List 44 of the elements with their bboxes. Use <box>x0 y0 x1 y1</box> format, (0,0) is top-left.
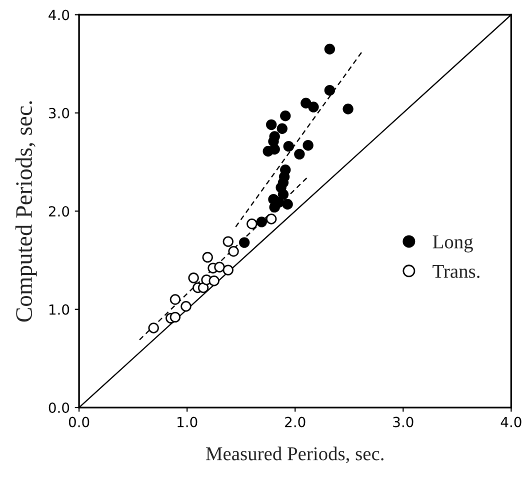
point <box>302 140 314 151</box>
legend-label: Trans. <box>432 265 480 278</box>
point <box>188 272 199 284</box>
point <box>170 312 181 323</box>
point <box>283 140 294 152</box>
point <box>342 104 354 114</box>
point <box>266 119 277 130</box>
point <box>266 214 277 224</box>
point <box>170 294 181 305</box>
point <box>280 110 291 122</box>
point <box>269 144 280 155</box>
x-tick-label: 0.0 <box>68 416 90 428</box>
y-axis-title: Computed Periods, sec. <box>15 101 37 322</box>
y-tick-label: 2.0 <box>48 206 70 217</box>
legend-label: Long <box>432 236 473 252</box>
point <box>246 218 258 230</box>
point <box>180 301 192 312</box>
point <box>256 216 267 228</box>
point <box>202 252 213 263</box>
point <box>278 189 289 200</box>
y-tick-label: 3.0 <box>48 108 70 118</box>
x-tick-label: 1.0 <box>178 416 198 428</box>
x-tick-label: 4.0 <box>500 416 522 428</box>
point <box>282 198 293 210</box>
point <box>148 322 159 334</box>
y-tick-label: 4.0 <box>48 10 70 20</box>
point <box>238 237 250 248</box>
x-axis-title: Measured Periods, sec. <box>206 446 384 464</box>
point <box>222 236 234 247</box>
point <box>222 264 234 276</box>
point <box>300 98 312 108</box>
point <box>228 246 239 257</box>
point <box>294 148 305 160</box>
point <box>198 282 209 294</box>
x-tick-label: 2.0 <box>285 416 306 428</box>
point <box>276 123 288 134</box>
point <box>214 262 225 272</box>
y-tick-label: 1.0 <box>49 304 70 315</box>
x-tick-label: 3.0 <box>393 416 414 428</box>
y-tick-label: 0.0 <box>48 402 70 414</box>
point <box>208 276 220 286</box>
point <box>308 102 319 112</box>
point <box>324 84 336 96</box>
point <box>324 44 336 54</box>
